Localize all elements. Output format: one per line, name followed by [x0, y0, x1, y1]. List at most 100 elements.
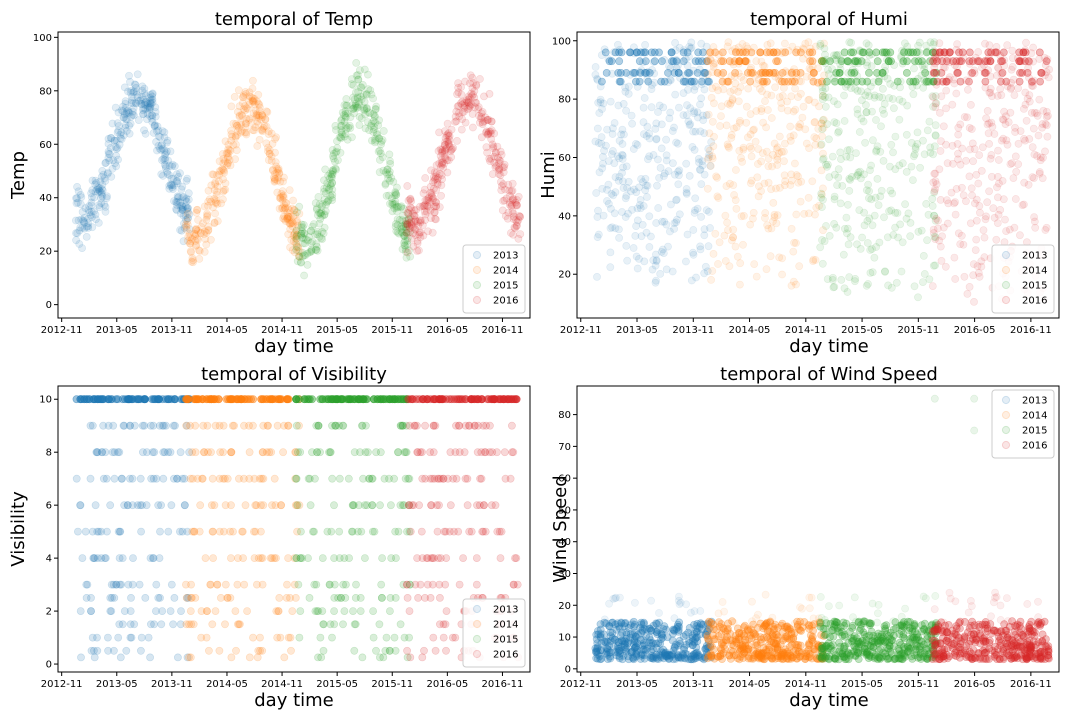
data-point — [145, 634, 152, 641]
data-point — [200, 449, 207, 456]
data-point — [636, 58, 643, 65]
data-point — [811, 134, 818, 141]
data-point — [873, 243, 880, 250]
data-point — [89, 224, 96, 231]
data-point — [903, 131, 910, 138]
data-point — [112, 104, 119, 111]
data-point — [154, 396, 161, 403]
data-point — [770, 623, 777, 630]
data-point — [215, 396, 222, 403]
data-point — [237, 396, 244, 403]
data-point — [355, 502, 362, 509]
data-point — [993, 236, 1000, 243]
data-point — [609, 629, 616, 636]
data-point — [74, 230, 81, 237]
data-point — [276, 594, 283, 601]
data-point — [598, 134, 605, 141]
data-point — [516, 212, 523, 219]
data-point — [831, 220, 838, 227]
data-point — [124, 396, 131, 403]
data-point — [844, 58, 851, 65]
data-point — [873, 49, 880, 56]
data-point — [170, 621, 177, 628]
data-point — [395, 396, 402, 403]
data-point — [1000, 49, 1007, 56]
data-point — [142, 396, 149, 403]
data-point — [430, 185, 437, 192]
data-point — [297, 528, 304, 535]
data-point — [661, 78, 668, 85]
data-point — [314, 654, 321, 661]
data-point — [799, 114, 806, 121]
data-point — [902, 201, 909, 208]
data-point — [271, 475, 278, 482]
data-point — [621, 620, 628, 627]
data-point — [768, 114, 775, 121]
data-point — [634, 141, 641, 148]
data-point — [873, 147, 880, 154]
data-point — [809, 49, 816, 56]
data-point — [138, 634, 145, 641]
data-point — [970, 298, 977, 305]
data-point — [205, 647, 212, 654]
data-point — [255, 91, 262, 98]
data-point — [167, 608, 174, 615]
data-point — [293, 475, 300, 482]
data-point — [332, 149, 339, 156]
data-point — [817, 244, 824, 251]
legend-label: 2016 — [493, 296, 518, 307]
data-point — [623, 163, 630, 170]
series-2015 — [817, 39, 940, 301]
data-point — [328, 528, 335, 535]
data-point — [714, 69, 721, 76]
data-point — [951, 254, 958, 261]
data-point — [364, 449, 371, 456]
data-point — [859, 49, 866, 56]
series-2013 — [73, 396, 193, 661]
data-point — [274, 634, 281, 641]
data-point — [753, 273, 760, 280]
data-point — [143, 449, 150, 456]
data-point — [240, 555, 247, 562]
data-point — [904, 102, 911, 109]
data-point — [1031, 214, 1038, 221]
data-point — [637, 49, 644, 56]
data-point — [896, 116, 903, 123]
data-point — [137, 475, 144, 482]
data-point — [336, 528, 343, 535]
data-point — [216, 475, 223, 482]
data-point — [113, 145, 120, 152]
data-point — [872, 116, 879, 123]
data-point — [719, 598, 726, 605]
data-point — [607, 264, 614, 271]
data-point — [698, 78, 705, 85]
data-point — [150, 475, 157, 482]
data-point — [780, 148, 787, 155]
data-point — [498, 151, 505, 158]
data-point — [666, 228, 673, 235]
data-point — [412, 581, 419, 588]
data-point — [995, 156, 1002, 163]
legend-label: 2015 — [493, 281, 518, 292]
data-point — [688, 39, 695, 46]
data-point — [658, 121, 665, 128]
temp-points — [72, 59, 524, 279]
data-point — [473, 555, 480, 562]
data-point — [593, 273, 600, 280]
data-point — [1019, 202, 1026, 209]
data-point — [782, 635, 789, 642]
data-point — [889, 95, 896, 102]
data-point — [606, 58, 613, 65]
data-point — [602, 142, 609, 149]
data-point — [701, 232, 708, 239]
data-point — [831, 193, 838, 200]
data-point — [637, 205, 644, 212]
data-point — [370, 634, 377, 641]
data-point — [739, 49, 746, 56]
data-point — [391, 634, 398, 641]
x-tick-label: 2016-11 — [1010, 325, 1052, 336]
data-point — [107, 134, 114, 141]
data-point — [865, 42, 872, 49]
data-point — [285, 634, 292, 641]
data-point — [166, 172, 173, 179]
